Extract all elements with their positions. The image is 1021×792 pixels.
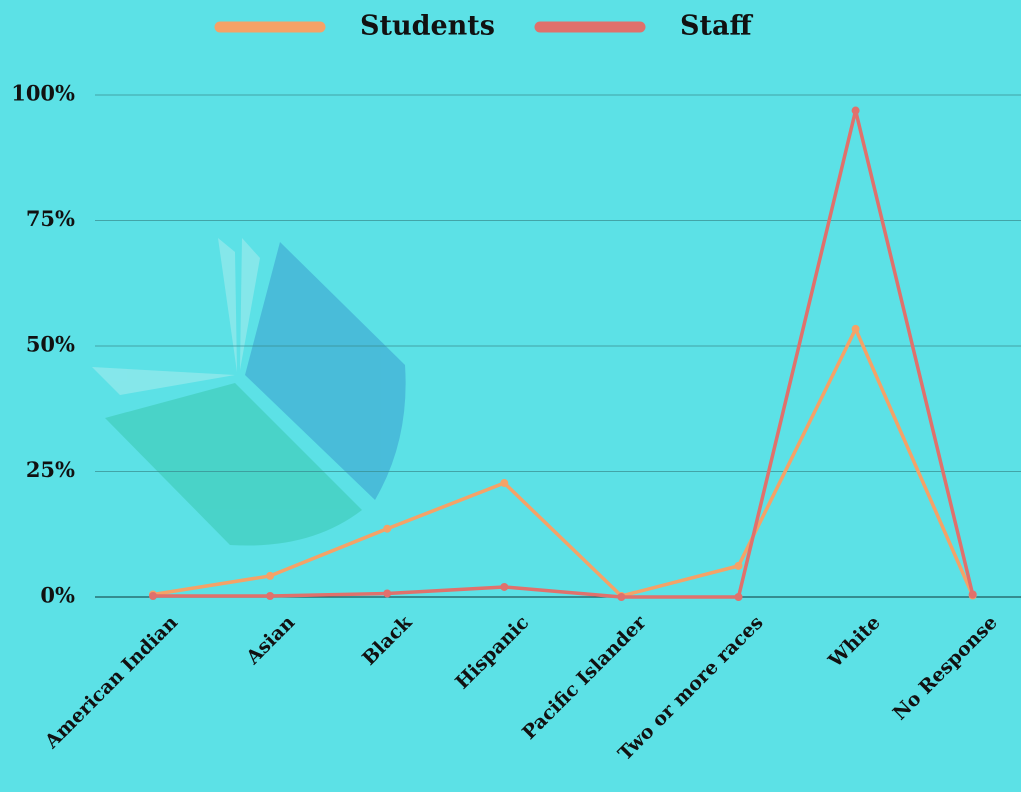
legend-label: Staff xyxy=(680,11,753,42)
y-tick-label: 25% xyxy=(26,457,75,482)
point xyxy=(968,590,977,599)
watermark-shape xyxy=(240,238,260,370)
watermark-shape xyxy=(105,383,362,546)
point xyxy=(383,589,392,598)
line xyxy=(153,108,975,599)
y-tick-label: 0% xyxy=(40,583,75,608)
point xyxy=(266,591,275,600)
point xyxy=(851,106,860,115)
point xyxy=(617,593,626,601)
legend-label: Students xyxy=(360,11,495,42)
y-tick-label: 75% xyxy=(26,206,75,231)
point xyxy=(734,561,743,570)
y-tick-label: 100% xyxy=(11,81,75,106)
watermark-shape xyxy=(245,242,406,500)
watermark xyxy=(92,238,406,546)
point xyxy=(149,591,157,600)
watermark-shape xyxy=(218,238,237,372)
point xyxy=(734,593,743,601)
point xyxy=(851,324,860,333)
line xyxy=(152,327,975,598)
point xyxy=(383,524,392,533)
point xyxy=(266,571,275,580)
point xyxy=(500,582,509,591)
watermark-shape xyxy=(92,367,235,395)
y-tick-label: 50% xyxy=(26,332,75,357)
point xyxy=(500,479,509,488)
